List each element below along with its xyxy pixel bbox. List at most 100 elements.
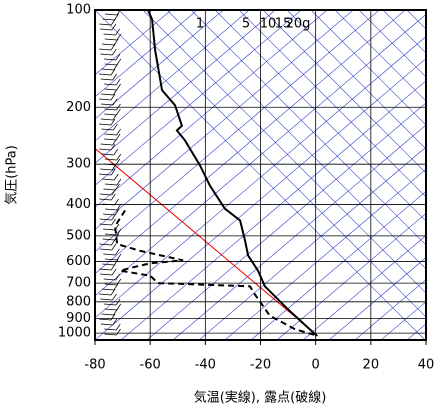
x-tick-label: -40 bbox=[195, 358, 216, 373]
barb-staff bbox=[98, 98, 112, 101]
barb-flag bbox=[110, 43, 116, 51]
reference-line bbox=[95, 147, 319, 337]
isotherm bbox=[276, 212, 426, 340]
barb-staff bbox=[101, 288, 114, 291]
barb-staff bbox=[104, 308, 117, 311]
isotherm bbox=[198, 146, 426, 340]
barb-staff bbox=[102, 43, 115, 46]
barb-staff bbox=[100, 323, 113, 326]
mixing-ratio-label: 5 bbox=[242, 17, 250, 32]
barb-staff bbox=[103, 213, 116, 216]
barb-flag bbox=[115, 248, 120, 256]
y-tick-label: 500 bbox=[66, 228, 91, 243]
barb-flag bbox=[112, 98, 118, 106]
barb-flag bbox=[111, 243, 117, 251]
barb-flag bbox=[116, 178, 122, 186]
adiabat bbox=[118, 10, 426, 318]
barb-staff bbox=[104, 63, 117, 66]
barb-staff bbox=[99, 268, 112, 271]
barb-staff bbox=[104, 328, 117, 331]
barb-staff bbox=[99, 148, 112, 151]
barb-staff bbox=[98, 318, 112, 321]
barb-flag bbox=[116, 228, 122, 236]
barb-flag bbox=[116, 33, 122, 41]
barb-staff bbox=[104, 138, 117, 141]
barb-staff bbox=[99, 293, 112, 296]
adiabat bbox=[358, 10, 426, 78]
barb-staff bbox=[99, 73, 112, 76]
barb-flag bbox=[112, 113, 118, 121]
barb-staff bbox=[102, 178, 115, 181]
isotherm bbox=[95, 58, 426, 340]
barb-staff bbox=[99, 198, 112, 201]
isotherm bbox=[95, 10, 302, 186]
barb-staff bbox=[102, 238, 115, 241]
y-tick-label: 800 bbox=[66, 294, 91, 309]
barb-flag bbox=[116, 128, 121, 136]
barb-staff bbox=[103, 303, 117, 306]
x-tick-label: 40 bbox=[418, 358, 435, 373]
barb-staff bbox=[102, 18, 115, 21]
barb-flag bbox=[112, 73, 117, 81]
barb-staff bbox=[103, 188, 116, 191]
barb-staff bbox=[100, 168, 113, 171]
barb-staff bbox=[102, 263, 115, 266]
barb-staff bbox=[102, 228, 116, 231]
barb-flag bbox=[110, 313, 116, 321]
barb-flag bbox=[115, 183, 120, 191]
barb-flag bbox=[112, 318, 118, 326]
y-tick-label: 1000 bbox=[58, 326, 91, 341]
y-axis-label: 気圧(hPa) bbox=[4, 145, 20, 205]
isotherm bbox=[224, 168, 426, 340]
y-tick-label: 100 bbox=[66, 3, 91, 18]
barb-flag bbox=[112, 293, 117, 301]
barb-staff bbox=[104, 108, 117, 111]
barb-flag bbox=[112, 138, 117, 146]
barb-staff bbox=[101, 313, 114, 316]
barb-flag bbox=[112, 88, 118, 96]
barb-flag bbox=[115, 133, 121, 141]
barb-staff bbox=[99, 193, 112, 196]
isotherm bbox=[95, 10, 198, 98]
isotherm bbox=[302, 235, 426, 340]
adiabat bbox=[95, 10, 426, 340]
barb-staff bbox=[104, 183, 117, 186]
barb-flag bbox=[115, 53, 121, 61]
barb-flag bbox=[116, 203, 122, 211]
barb-staff bbox=[104, 113, 117, 116]
barb-staff bbox=[99, 23, 112, 26]
isotherm bbox=[95, 10, 328, 208]
barb-flag bbox=[113, 308, 118, 316]
adiabat bbox=[142, 10, 426, 294]
barb-staff bbox=[101, 153, 114, 156]
barb-flag bbox=[110, 118, 116, 126]
y-tick-label: 900 bbox=[66, 311, 91, 326]
barb-staff bbox=[98, 123, 112, 126]
adiabat bbox=[262, 10, 426, 174]
barb-staff bbox=[99, 48, 112, 51]
mixing-ratio-label: 1 bbox=[196, 17, 204, 32]
y-tick-label: 300 bbox=[66, 157, 91, 172]
mixing-ratio-label: 15 bbox=[275, 17, 292, 32]
barb-staff bbox=[100, 118, 113, 121]
y-tick-label: 700 bbox=[66, 276, 91, 291]
barb-staff bbox=[101, 103, 114, 106]
barb-flag bbox=[113, 148, 119, 156]
barb-staff bbox=[104, 233, 118, 236]
y-tick-label: 600 bbox=[66, 254, 91, 269]
x-tick-label: 20 bbox=[363, 358, 380, 373]
barb-staff bbox=[99, 173, 112, 176]
barb-staff bbox=[103, 33, 116, 36]
barb-staff bbox=[104, 83, 117, 86]
barb-flag bbox=[111, 23, 117, 31]
barb-flag bbox=[113, 173, 119, 181]
barb-staff bbox=[99, 243, 112, 246]
barb-flag bbox=[115, 78, 121, 86]
adiabat bbox=[166, 10, 426, 270]
x-tick-label: -60 bbox=[140, 358, 161, 373]
barb-flag bbox=[115, 323, 121, 331]
barb-staff bbox=[101, 68, 114, 71]
barb-staff bbox=[99, 28, 113, 31]
barb-flag bbox=[116, 253, 122, 261]
